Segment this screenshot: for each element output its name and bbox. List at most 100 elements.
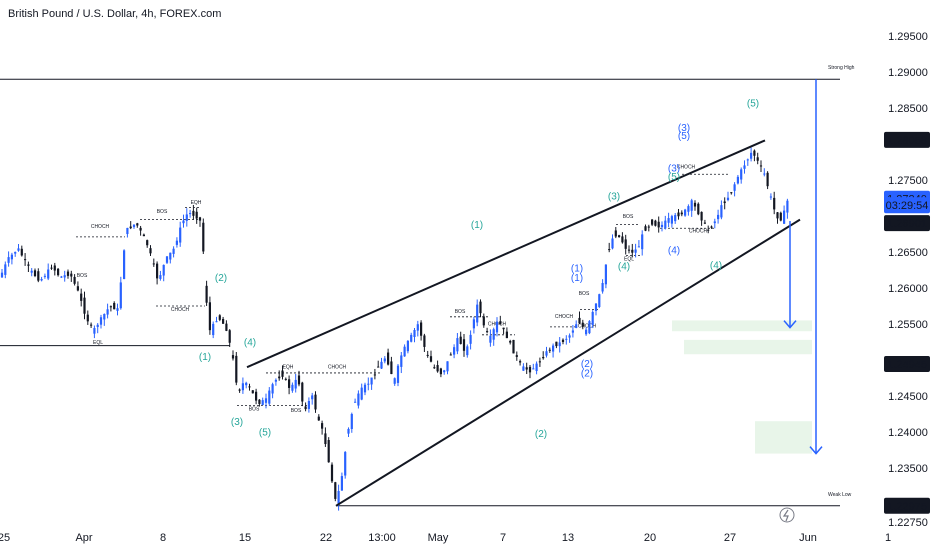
price-tick: 1.23500	[888, 463, 928, 475]
candle-body	[43, 275, 46, 277]
candle-body	[367, 383, 370, 385]
candle-body	[624, 239, 627, 249]
candle-body	[657, 221, 660, 228]
candle-body	[73, 276, 76, 284]
candle-body	[40, 279, 43, 281]
structure-label: BOS	[157, 209, 168, 215]
candle-body	[509, 340, 512, 343]
candle-body	[482, 316, 485, 326]
time-tick: May	[428, 532, 449, 544]
candle-body	[251, 390, 254, 394]
structure-label: BOS	[455, 309, 466, 315]
candle-body	[119, 282, 122, 309]
candle-body	[208, 302, 211, 331]
wave-label: (4)	[710, 261, 722, 272]
time-tick: 22	[320, 532, 332, 544]
price-tick: 1.26500	[888, 247, 928, 259]
candle-body	[779, 212, 782, 221]
candle-body	[637, 246, 640, 248]
candle-body	[436, 365, 439, 372]
candle-body	[759, 165, 763, 167]
candle-body	[363, 384, 367, 393]
candle-body	[561, 339, 565, 342]
structure-markers: EQH BOS CHOCH BOS CHOCH EQL EQH CHOCH BOS BOS BOS C…	[76, 164, 730, 414]
structure-label: BOS	[623, 214, 634, 220]
candle-body	[743, 165, 746, 169]
candle-body	[525, 367, 528, 370]
candle-body	[334, 482, 337, 499]
structure-label: BOS	[291, 408, 302, 414]
candle-body	[344, 452, 347, 476]
arrow-head	[809, 446, 823, 455]
replay-icon[interactable]	[779, 507, 795, 523]
wave-label: (2)	[581, 359, 593, 370]
wave-label: (3)	[608, 191, 620, 202]
candle-body	[489, 335, 492, 343]
candle-body	[179, 227, 182, 243]
candle-body	[192, 210, 195, 216]
candle-body	[83, 297, 86, 314]
wave-label: (3)	[231, 417, 243, 428]
candle-body	[594, 303, 598, 311]
candle-body	[555, 341, 558, 347]
candle-body	[264, 398, 268, 403]
candle-body	[340, 476, 343, 491]
candle-body	[182, 220, 185, 224]
candle-body	[713, 221, 716, 224]
candle-body	[307, 401, 310, 409]
candle-body	[667, 218, 670, 223]
candle-body	[162, 264, 165, 276]
candle-body	[132, 224, 136, 228]
candle-body	[235, 355, 238, 383]
candle-body	[736, 176, 739, 184]
candle-body	[360, 387, 363, 400]
candle-body	[311, 395, 314, 400]
candle-body	[763, 173, 766, 175]
candle-body	[677, 212, 680, 217]
candle-body	[317, 416, 320, 421]
candle-body	[486, 331, 489, 333]
candle-body	[20, 248, 23, 256]
candle-body	[783, 210, 786, 224]
candle-body	[185, 214, 188, 221]
candle-body	[248, 386, 251, 388]
candle-body	[717, 214, 720, 220]
candle-body	[347, 428, 350, 434]
candle-body	[76, 286, 79, 291]
candle-body	[756, 157, 759, 161]
structure-label: EQH	[283, 365, 294, 371]
price-levels: Strong High Weak Low	[0, 65, 855, 507]
structure-label: CHOCH	[91, 224, 110, 230]
time-tick: Apr	[75, 532, 92, 544]
candle-body	[499, 321, 502, 325]
candle-body	[103, 314, 106, 320]
candle-body	[152, 263, 155, 265]
price-label-box	[884, 197, 930, 214]
candle-body	[218, 315, 221, 320]
candle-body	[377, 366, 380, 368]
candle-body	[278, 376, 281, 379]
wave-label: (4)	[618, 261, 630, 272]
candle-body	[703, 222, 706, 224]
demand-zone	[684, 339, 812, 355]
candle-body	[195, 211, 198, 219]
candle-body	[420, 322, 423, 336]
candle-body	[383, 358, 386, 362]
candle-body	[773, 197, 776, 210]
candle-body	[558, 342, 561, 347]
candle-body	[297, 375, 301, 385]
wave-label: (1)	[571, 263, 583, 274]
candle-body	[720, 205, 723, 218]
candle-body	[680, 212, 683, 215]
candle-body	[750, 152, 753, 159]
candle-body	[350, 413, 353, 430]
candle-body	[429, 356, 433, 362]
candle-body	[271, 384, 274, 394]
candle-body	[614, 230, 617, 237]
candle-body	[618, 235, 621, 238]
price-tick: 1.27500	[888, 175, 928, 187]
candle-body	[548, 349, 551, 351]
candle-body	[284, 378, 287, 380]
demand-zone	[755, 421, 812, 454]
